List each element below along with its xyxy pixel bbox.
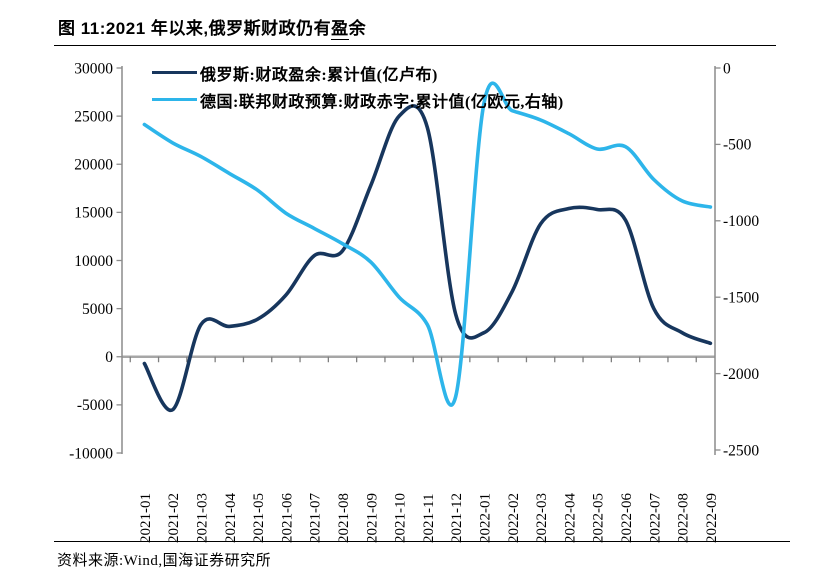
left-axis-tick-label: 0 [105,349,113,366]
legend-label-russia: 俄罗斯:财政盈余:累计值(亿卢布) [200,66,438,84]
x-axis-month-label: 2022-01 [478,493,494,543]
figure-title-suffix: 余 [348,19,367,38]
x-axis-month-label: 2022-04 [562,493,578,543]
left-axis-tick-label: 30000 [74,60,113,77]
right-axis-tick-label: -500 [723,137,752,154]
legend-label-germany: 德国:联邦财政预算:财政赤字:累计值(亿欧元,右轴) [200,93,564,111]
left-axis-tick-label: 20000 [74,157,113,174]
left-axis-tick-label: -10000 [69,445,113,462]
x-axis-month-label: 2021-08 [336,493,352,543]
x-axis-month-label: 2021-01 [138,493,154,543]
x-axis-month-label: 2022-09 [704,493,720,543]
legend-item-germany: 德国:联邦财政预算:财政赤字:累计值(亿欧元,右轴) [152,86,564,113]
x-axis-month-label: 2021-06 [279,493,295,543]
figure-title: 图 11:2021 年以来,俄罗斯财政仍有盈余 [58,14,367,40]
legend-item-russia: 俄罗斯:财政盈余:累计值(亿卢布) [152,59,564,86]
right-axis-tick-label: -2000 [723,366,759,383]
source-note: 资料来源:Wind,国海证券研究所 [57,553,272,569]
x-axis-month-label: 2022-05 [591,493,607,543]
left-axis-tick-label: 15000 [74,205,113,222]
x-axis-month-label: 2021-09 [364,493,380,543]
right-axis-tick-label: -1500 [723,290,759,307]
series-line-germany [142,81,713,407]
x-axis-month-label: 2021-04 [223,493,239,543]
figure-title-text: 图 11:2021 年以来,俄罗斯财政仍有 [58,19,332,38]
x-axis-month-label: 2022-08 [676,493,692,543]
x-axis-month-label: 2022-07 [647,493,663,543]
chart-legend: 俄罗斯:财政盈余:累计值(亿卢布) 德国:联邦财政预算:财政赤字:累计值(亿欧元… [152,59,564,113]
figure-title-underlined-char: 盈 [331,19,349,40]
footer-divider-line [54,541,790,542]
x-axis-month-label: 2022-02 [506,493,522,543]
x-axis-month-label: 2021-02 [166,493,182,543]
right-axis-tick-label: -1000 [723,213,759,230]
legend-line-swatch-navy [152,70,197,75]
left-axis-tick-label: 10000 [74,253,113,270]
x-axis-month-label: 2022-03 [534,493,550,543]
legend-line-swatch-lightblue [152,97,197,102]
x-axis-month-label: 2021-11 [421,494,437,543]
x-axis-month-label: 2021-05 [251,493,267,543]
left-axis-tick-label: -5000 [77,397,113,414]
x-axis-month-label: 2021-03 [195,493,211,543]
x-axis-month-label: 2022-06 [619,493,635,543]
title-divider-line [54,45,776,46]
x-axis-month-label: 2021-10 [393,493,409,543]
series-line-russia [142,104,713,412]
right-axis-tick-label: 0 [723,60,731,77]
left-axis-tick-label: 5000 [82,301,113,318]
right-axis-tick-label: -2500 [723,442,759,459]
x-axis-month-label: 2021-07 [308,493,324,543]
x-axis-month-label: 2021-12 [449,493,465,543]
left-axis-tick-label: 25000 [74,108,113,125]
